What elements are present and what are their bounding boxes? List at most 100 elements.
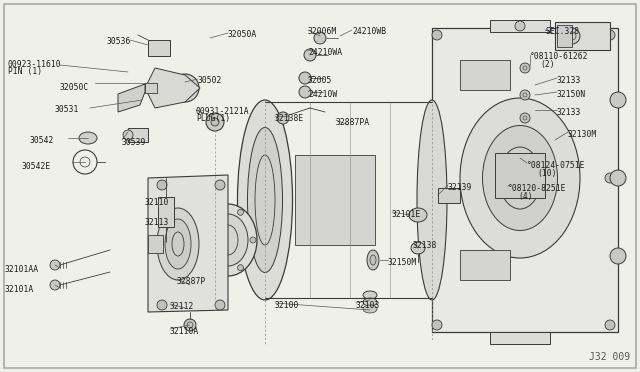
Circle shape: [215, 180, 225, 190]
Circle shape: [237, 209, 243, 215]
Circle shape: [200, 237, 206, 243]
Text: 30536: 30536: [107, 37, 131, 46]
Circle shape: [432, 30, 442, 40]
Ellipse shape: [237, 100, 292, 300]
Circle shape: [610, 170, 626, 186]
Bar: [148, 235, 163, 253]
Bar: [460, 250, 510, 280]
Circle shape: [314, 32, 326, 44]
Text: 24210WB: 24210WB: [352, 27, 386, 36]
Circle shape: [299, 72, 311, 84]
Circle shape: [157, 180, 167, 190]
Text: PLUG(1): PLUG(1): [196, 114, 230, 123]
Circle shape: [212, 209, 218, 215]
Text: 30542: 30542: [30, 136, 54, 145]
Bar: [490, 332, 550, 344]
Ellipse shape: [208, 214, 248, 266]
Circle shape: [564, 28, 580, 44]
Circle shape: [520, 90, 530, 100]
Bar: [495, 153, 545, 198]
Circle shape: [212, 265, 218, 271]
Text: 24210WA: 24210WA: [308, 48, 342, 57]
Circle shape: [605, 320, 615, 330]
Ellipse shape: [248, 128, 282, 273]
Text: 32133: 32133: [557, 108, 581, 117]
Text: 32006M: 32006M: [308, 27, 337, 36]
Text: 32101A: 32101A: [5, 285, 35, 294]
Ellipse shape: [411, 242, 425, 254]
Text: 32138E: 32138E: [275, 114, 304, 123]
Text: 24210W: 24210W: [308, 90, 337, 99]
Text: 30539: 30539: [122, 138, 147, 147]
Text: 32101E: 32101E: [392, 210, 421, 219]
Bar: [490, 20, 550, 32]
Ellipse shape: [165, 219, 191, 269]
Text: 32887PA: 32887PA: [336, 118, 370, 127]
Text: 32150N: 32150N: [557, 90, 586, 99]
Circle shape: [605, 30, 615, 40]
Circle shape: [171, 74, 199, 102]
Text: 32112: 32112: [170, 302, 195, 311]
Text: 32133: 32133: [557, 76, 581, 85]
Text: 00923-11610: 00923-11610: [8, 60, 61, 69]
Circle shape: [605, 173, 615, 183]
Bar: [148, 40, 170, 56]
Ellipse shape: [199, 204, 257, 276]
Ellipse shape: [367, 250, 379, 270]
Ellipse shape: [460, 98, 580, 258]
Ellipse shape: [417, 100, 447, 300]
Ellipse shape: [370, 255, 376, 265]
Text: J32 009: J32 009: [589, 352, 630, 362]
Ellipse shape: [363, 298, 377, 306]
Text: 32887P: 32887P: [177, 277, 206, 286]
Text: °08110-61262: °08110-61262: [530, 52, 589, 61]
Ellipse shape: [157, 208, 199, 280]
Circle shape: [250, 237, 256, 243]
Bar: [438, 188, 460, 203]
Circle shape: [515, 21, 525, 31]
Ellipse shape: [123, 130, 133, 140]
Text: 00931-2121A: 00931-2121A: [196, 107, 250, 116]
Circle shape: [277, 112, 289, 124]
Text: 32113: 32113: [145, 218, 170, 227]
Circle shape: [50, 260, 60, 270]
Text: 32103: 32103: [356, 301, 380, 310]
Circle shape: [610, 92, 626, 108]
Circle shape: [237, 265, 243, 271]
Polygon shape: [145, 68, 200, 108]
Text: 32139: 32139: [448, 183, 472, 192]
Circle shape: [50, 280, 60, 290]
Bar: [555, 22, 610, 50]
Text: 32150M: 32150M: [388, 258, 417, 267]
Bar: [432, 28, 618, 332]
Text: 32138: 32138: [413, 241, 437, 250]
Polygon shape: [118, 84, 145, 112]
Text: 30531: 30531: [55, 105, 79, 114]
Circle shape: [520, 63, 530, 73]
Ellipse shape: [483, 125, 557, 231]
Circle shape: [157, 300, 167, 310]
Text: (10): (10): [537, 169, 557, 178]
Circle shape: [211, 118, 219, 126]
Text: 32110: 32110: [145, 198, 170, 207]
Bar: [460, 60, 510, 90]
Bar: [158, 197, 174, 227]
Circle shape: [206, 113, 224, 131]
Text: 30502: 30502: [198, 76, 222, 85]
Ellipse shape: [363, 291, 377, 299]
Text: 32005: 32005: [308, 76, 332, 85]
Circle shape: [299, 86, 311, 98]
Circle shape: [432, 320, 442, 330]
Text: 32130M: 32130M: [568, 130, 597, 139]
Text: 32100: 32100: [275, 301, 300, 310]
Circle shape: [304, 49, 316, 61]
Text: 32110A: 32110A: [170, 327, 199, 336]
Bar: [295, 155, 375, 245]
Text: PIN (1): PIN (1): [8, 67, 42, 76]
Ellipse shape: [409, 208, 427, 222]
Circle shape: [184, 319, 196, 331]
Text: SEC.328: SEC.328: [545, 27, 579, 36]
Text: (2): (2): [540, 60, 555, 69]
Text: 30542E: 30542E: [22, 162, 51, 171]
Text: 32101AA: 32101AA: [5, 265, 39, 274]
